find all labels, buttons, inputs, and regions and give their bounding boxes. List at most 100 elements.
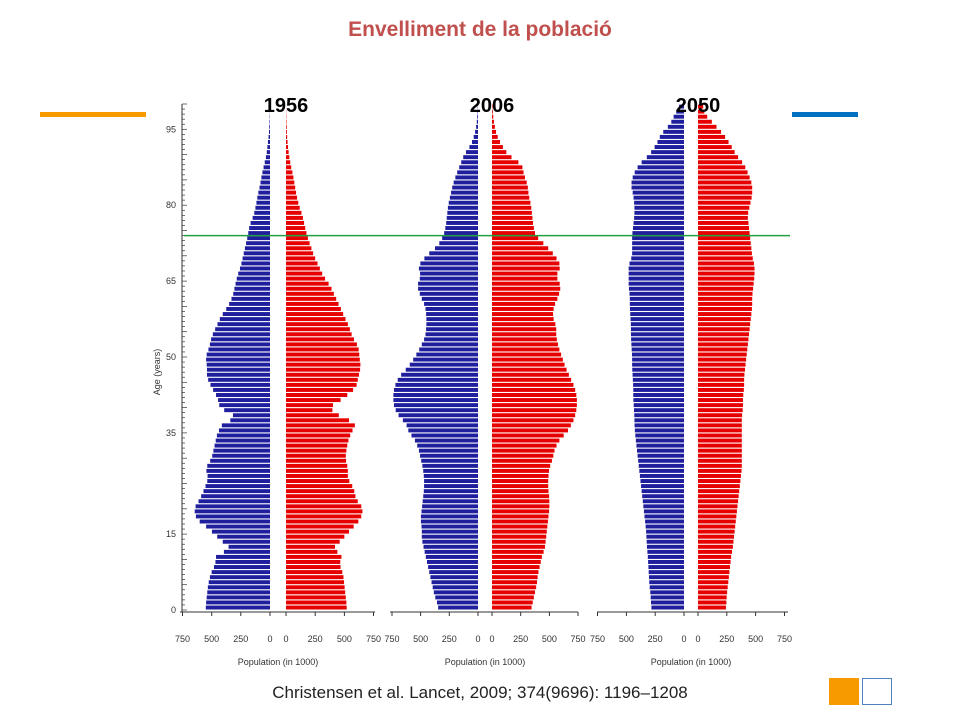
female-bar-1956	[286, 296, 337, 301]
female-bar-2050	[698, 185, 753, 190]
female-bar-2006	[492, 423, 571, 428]
male-bar-2006	[401, 372, 478, 377]
female-bar-2050	[698, 372, 745, 377]
female-bar-1956	[286, 347, 359, 352]
female-bar-2050	[698, 251, 752, 256]
female-bar-2006	[492, 307, 554, 311]
female-bar-2006	[492, 438, 560, 443]
male-bar-1956	[207, 463, 270, 468]
female-bar-2006	[492, 473, 549, 478]
female-bar-1956	[286, 413, 339, 418]
female-bar-2006	[492, 352, 562, 357]
female-bar-2006	[492, 134, 498, 139]
male-bar-2050	[635, 433, 684, 438]
female-bar-1956	[286, 301, 339, 306]
female-bar-2006	[492, 595, 534, 600]
female-bar-2050	[698, 276, 755, 281]
female-bar-1956	[286, 479, 350, 483]
female-bar-2006	[492, 215, 533, 220]
citation: Christensen et al. Lancet, 2009; 374(969…	[272, 683, 688, 702]
male-bar-1956	[235, 281, 270, 286]
female-bar-1956	[286, 200, 299, 205]
male-bar-2050	[631, 347, 684, 352]
female-bar-1956	[286, 286, 332, 291]
female-bar-1956	[286, 473, 348, 478]
female-bar-2006	[492, 150, 507, 155]
female-bar-2050	[698, 565, 730, 570]
female-bar-1956	[286, 281, 329, 286]
male-bar-2006	[418, 266, 478, 271]
male-bar-1956	[217, 534, 270, 539]
male-bar-2050	[638, 458, 684, 463]
x-tick-label: 750	[590, 634, 605, 644]
female-bar-2050	[698, 377, 745, 382]
year-label-1956: 1956	[264, 95, 309, 117]
male-bar-2006	[398, 413, 478, 418]
male-bar-2006	[463, 155, 478, 160]
female-bar-1956	[286, 276, 326, 281]
male-bar-1956	[209, 342, 270, 347]
male-bar-2050	[632, 175, 684, 180]
female-bar-2050	[698, 337, 749, 342]
female-bar-2050	[698, 220, 749, 225]
female-bar-2050	[698, 140, 729, 144]
female-bar-2050	[698, 155, 739, 160]
female-bar-1956	[286, 241, 310, 246]
male-bar-2050	[634, 210, 684, 215]
male-bar-1956	[246, 241, 270, 246]
male-bar-2006	[420, 514, 478, 519]
male-bar-2006	[439, 241, 478, 246]
male-bar-2006	[447, 210, 478, 215]
female-bar-2050	[698, 291, 753, 296]
female-bar-1956	[286, 322, 348, 327]
male-bar-1956	[213, 448, 270, 453]
male-bar-1956	[247, 236, 270, 241]
female-bar-2050	[698, 246, 752, 251]
female-bar-2006	[492, 413, 576, 418]
x-tick-label: 750	[570, 634, 585, 644]
female-bar-2050	[698, 484, 740, 489]
male-bar-1956	[211, 570, 270, 575]
male-bar-1956	[208, 580, 270, 585]
male-bar-2050	[633, 382, 684, 387]
female-bar-2050	[698, 554, 732, 559]
male-bar-1956	[244, 246, 270, 251]
male-bar-1956	[211, 337, 270, 342]
male-bar-1956	[210, 458, 270, 463]
male-bar-2050	[631, 337, 684, 342]
female-bar-2006	[492, 261, 560, 266]
female-bar-2050	[698, 362, 746, 367]
male-bar-2050	[629, 291, 684, 296]
female-bar-2050	[698, 423, 742, 428]
male-bar-2006	[430, 575, 478, 580]
female-bar-2050	[698, 544, 733, 549]
female-bar-1956	[286, 337, 354, 342]
male-bar-2006	[420, 453, 478, 458]
female-bar-1956	[286, 372, 359, 377]
female-bar-1956	[286, 458, 347, 463]
female-bar-2006	[492, 231, 536, 236]
male-bar-2050	[628, 281, 684, 286]
female-bar-1956	[286, 549, 338, 554]
female-bar-1956	[286, 377, 358, 382]
male-bar-2006	[423, 468, 478, 473]
y-tick-label: 15	[166, 529, 176, 539]
female-bar-2006	[492, 433, 564, 438]
female-bar-2050	[698, 241, 751, 246]
male-bar-1956	[214, 443, 270, 448]
female-bar-1956	[286, 352, 360, 357]
slide-title: Envelliment de la població	[348, 18, 612, 41]
male-bar-2050	[646, 539, 684, 544]
female-bar-2050	[698, 453, 742, 458]
female-bar-2050	[698, 215, 748, 220]
female-bar-2006	[492, 403, 577, 408]
male-bar-2006	[446, 215, 478, 220]
male-bar-1956	[269, 124, 270, 129]
male-bar-1956	[206, 468, 270, 473]
x-tick-label: 0	[695, 634, 700, 644]
male-bar-2050	[628, 271, 684, 276]
female-bar-2050	[698, 332, 750, 337]
x-tick-label: 250	[648, 634, 663, 644]
female-bar-2006	[492, 271, 558, 276]
male-bar-2006	[426, 560, 478, 564]
